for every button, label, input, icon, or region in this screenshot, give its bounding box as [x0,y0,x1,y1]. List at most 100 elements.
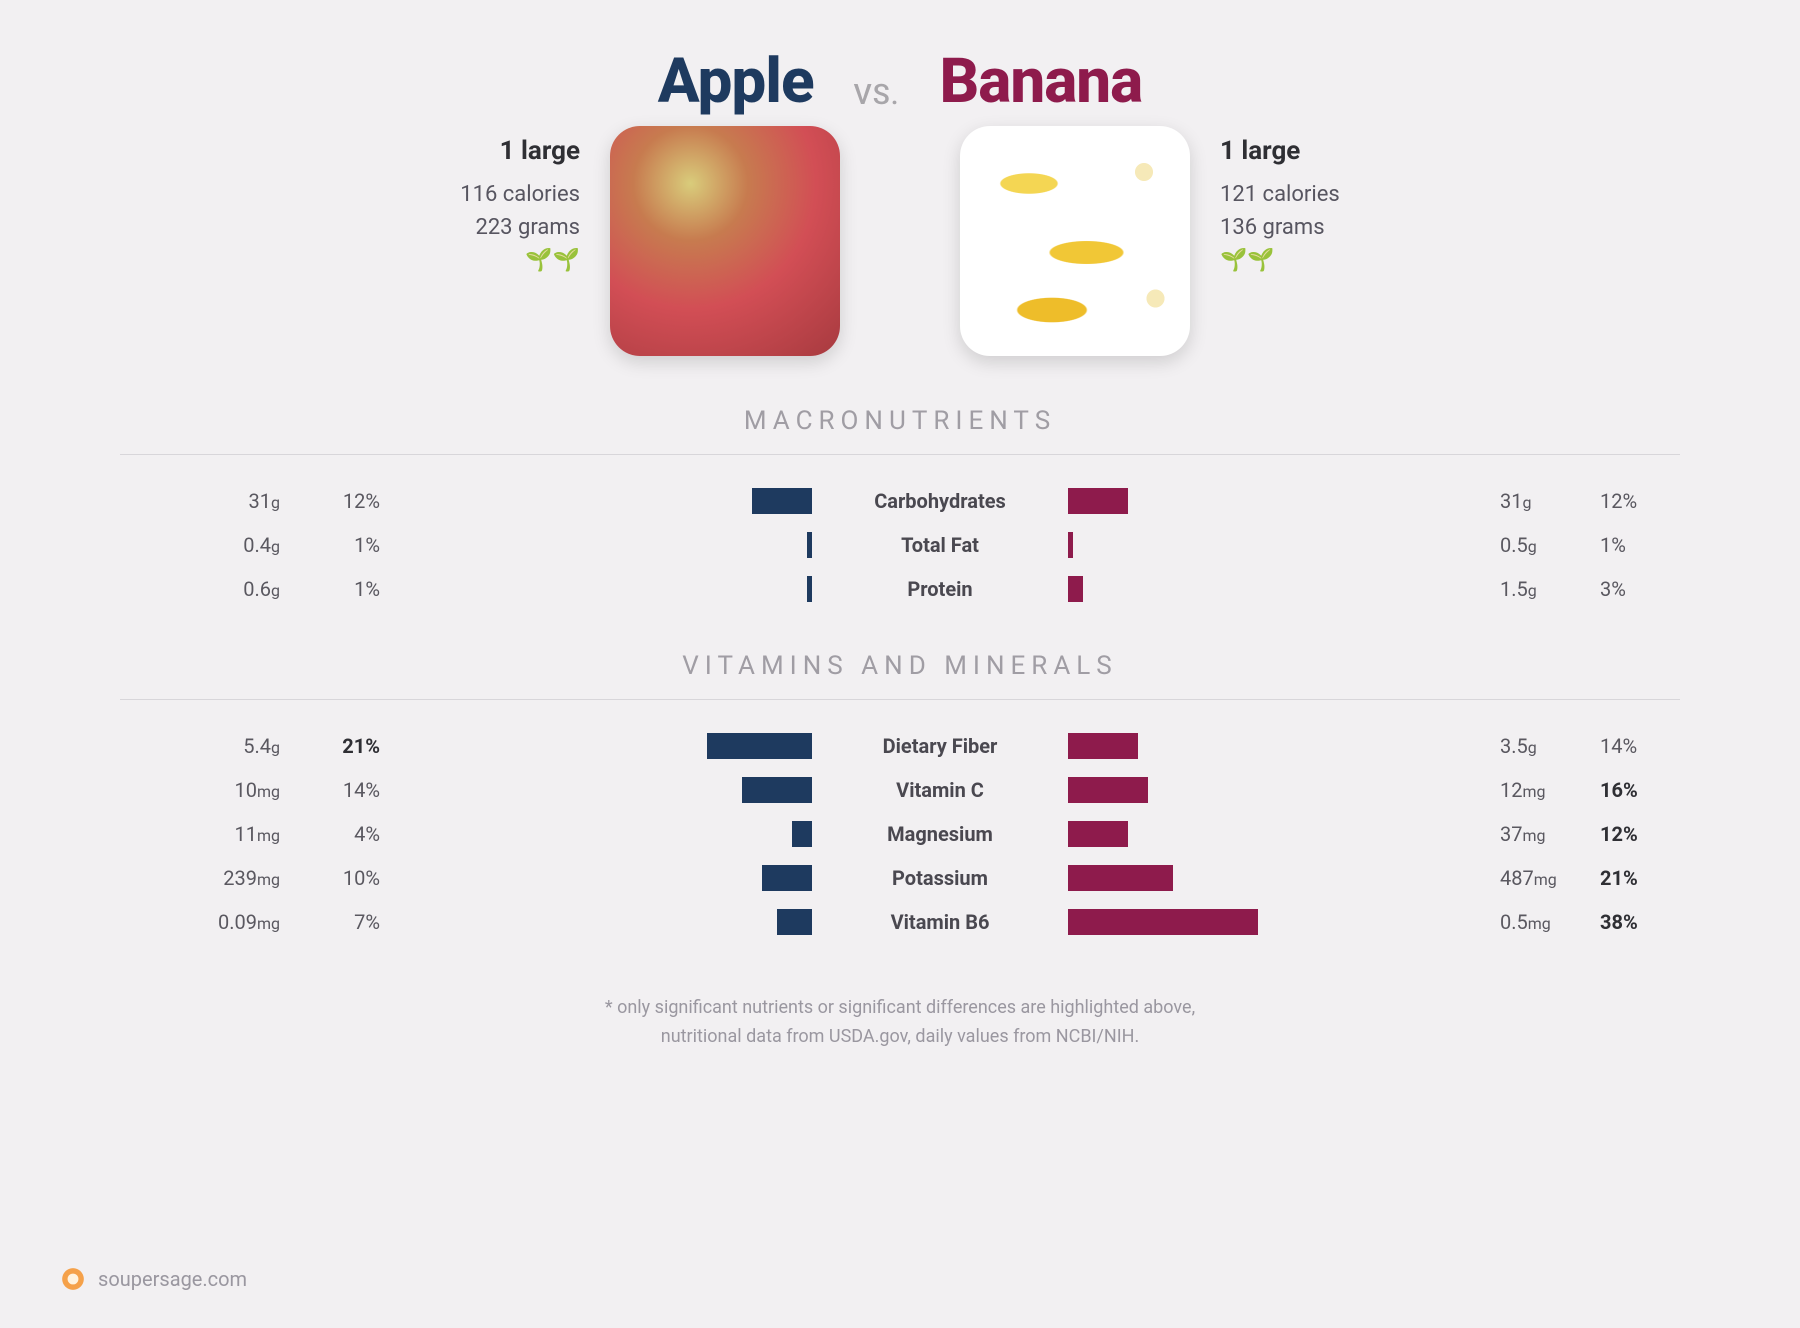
bar-left-wrap [400,768,830,812]
bar-left [792,821,812,847]
food-title-left: Apple [658,45,814,118]
footnote-line2: nutritional data from USDA.gov, daily va… [120,1023,1680,1052]
brand-text: soupersage.com [98,1267,247,1291]
percent-right: 14% [1580,734,1680,758]
bar-left-wrap [400,724,830,768]
amount-right: 3.5g [1480,734,1580,758]
percent-left: 12% [300,489,400,513]
percent-left: 14% [300,778,400,802]
bar-right-wrap [1050,900,1480,944]
bar-right [1068,865,1173,891]
bar-left [707,733,812,759]
serving-right: 1 large [1220,136,1400,166]
bar-left-wrap [400,900,830,944]
bar-left-wrap [400,523,830,567]
nutrient-row: 0.6g1% Protein 1.5g3% [120,567,1680,611]
percent-left: 4% [300,822,400,846]
amount-left: 0.4g [120,533,300,557]
bar-left [807,576,812,602]
percent-right: 3% [1580,577,1680,601]
nutrient-label: Magnesium [830,822,1050,846]
food-block-left: 1 large 116 calories 223 grams 🌱🌱 [400,118,840,356]
calories-left: 116 calories [400,182,580,207]
calories-right: 121 calories [1220,182,1400,207]
amount-left: 239mg [120,866,300,890]
nutrient-label: Vitamin C [830,778,1050,802]
nutrient-label: Total Fat [830,533,1050,557]
amount-right: 1.5g [1480,577,1580,601]
percent-left: 1% [300,533,400,557]
bar-right-wrap [1050,479,1480,523]
nutrient-row: 239mg10% Potassium 487mg21% [120,856,1680,900]
bar-right-wrap [1050,724,1480,768]
percent-left: 21% [300,734,400,758]
vs-label: VS. [854,78,900,111]
food-block-right: 1 large 121 calories 136 grams 🌱🌱 [960,118,1400,356]
bar-left-wrap [400,812,830,856]
amount-left: 10mg [120,778,300,802]
bar-right [1068,576,1083,602]
macros-rows: 31g12%Carbohydrates31g12%0.4g1%Total Fat… [120,455,1680,621]
amount-left: 0.6g [120,577,300,601]
bar-right [1068,777,1148,803]
brand: soupersage.com [60,1266,247,1292]
amount-right: 0.5g [1480,533,1580,557]
sprout-icon: 🌱🌱 [1220,248,1400,273]
percent-right: 1% [1580,533,1680,557]
bar-right-wrap [1050,812,1480,856]
nutrient-row: 11mg4%Magnesium37mg12% [120,812,1680,856]
amount-left: 0.09mg [120,910,300,934]
percent-right: 12% [1580,822,1680,846]
nutrient-row: 10mg14%Vitamin C12mg16% [120,768,1680,812]
amount-left: 31g [120,489,300,513]
percent-left: 10% [300,866,400,890]
footnote-line1: * only significant nutrients or signific… [120,994,1680,1023]
bar-left [752,488,812,514]
percent-right: 16% [1580,778,1680,802]
amount-left: 11mg [120,822,300,846]
weight-left: 223 grams [400,215,580,240]
food-title-right: Banana [939,45,1142,118]
food-image-apple [610,126,840,356]
section-title-vitamins: VITAMINS AND MINERALS [120,651,1680,681]
bar-right [1068,821,1128,847]
bar-left [762,865,812,891]
bar-right-wrap [1050,768,1480,812]
nutrient-row: 31g12%Carbohydrates31g12% [120,479,1680,523]
nutrient-label: Carbohydrates [830,489,1050,513]
bar-left [777,909,812,935]
bar-left-wrap [400,567,830,611]
bar-right [1068,733,1138,759]
amount-left: 5.4g [120,734,300,758]
amount-right: 31g [1480,489,1580,513]
footnote: * only significant nutrients or signific… [120,994,1680,1052]
bar-right [1068,532,1073,558]
serving-left: 1 large [400,136,580,166]
nutrient-label: Dietary Fiber [830,734,1050,758]
vitamins-rows: 5.4g21%Dietary Fiber3.5g14%10mg14%Vitami… [120,700,1680,954]
nutrient-label: Vitamin B6 [830,910,1050,934]
percent-right: 38% [1580,910,1680,934]
section-title-macros: MACRONUTRIENTS [120,406,1680,436]
bar-right [1068,909,1258,935]
bar-left-wrap [400,479,830,523]
nutrient-row: 0.09mg7%Vitamin B60.5mg38% [120,900,1680,944]
nutrient-label: Protein [830,577,1050,601]
bar-right-wrap [1050,567,1480,611]
brand-icon [60,1266,86,1292]
percent-right: 21% [1580,866,1680,890]
infographic-container: Apple VS. Banana 1 large 116 calories 22… [0,0,1800,1092]
bar-right-wrap [1050,856,1480,900]
bar-left-wrap [400,856,830,900]
bar-left [742,777,812,803]
weight-right: 136 grams [1220,215,1400,240]
nutrient-row: 5.4g21% Dietary Fiber 3.5g14% [120,724,1680,768]
bar-left [807,532,812,558]
amount-right: 0.5mg [1480,910,1580,934]
amount-right: 487mg [1480,866,1580,890]
nutrient-row: 0.4g1%Total Fat0.5g1% [120,523,1680,567]
bar-right-wrap [1050,523,1480,567]
food-image-banana [960,126,1190,356]
nutrient-label: Potassium [830,866,1050,890]
percent-left: 1% [300,577,400,601]
